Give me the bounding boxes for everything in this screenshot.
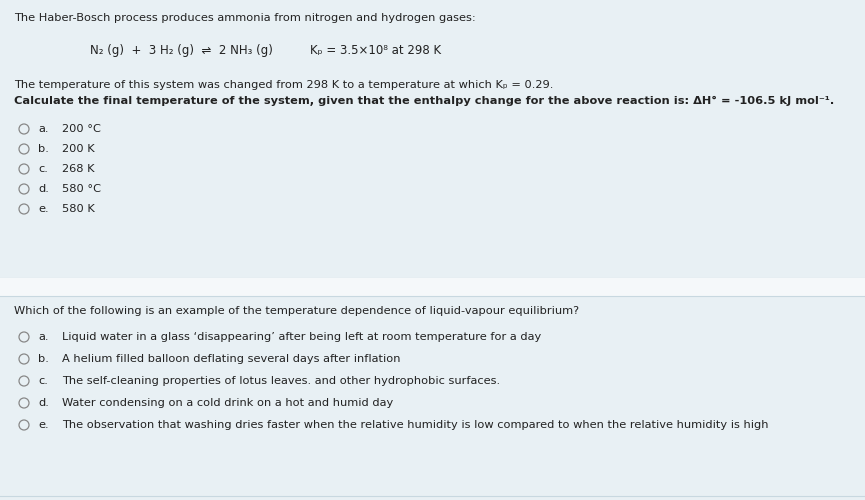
Text: b.: b.	[38, 144, 49, 154]
Text: N₂ (g)  +  3 H₂ (g)  ⇌  2 NH₃ (g): N₂ (g) + 3 H₂ (g) ⇌ 2 NH₃ (g)	[90, 44, 272, 57]
Text: A helium filled balloon deflating several days after inflation: A helium filled balloon deflating severa…	[62, 354, 400, 364]
Text: Which of the following is an example of the temperature dependence of liquid-vap: Which of the following is an example of …	[14, 306, 580, 316]
Text: The self-cleaning properties of lotus leaves. and other hydrophobic surfaces.: The self-cleaning properties of lotus le…	[62, 376, 500, 386]
Text: 268 K: 268 K	[62, 164, 94, 174]
Text: Kₚ = 3.5×10⁸ at 298 K: Kₚ = 3.5×10⁸ at 298 K	[310, 44, 441, 57]
Text: Calculate the final temperature of the system, given that the enthalpy change fo: Calculate the final temperature of the s…	[14, 96, 834, 106]
Text: d.: d.	[38, 184, 49, 194]
Text: The temperature of this system was changed from 298 K to a temperature at which : The temperature of this system was chang…	[14, 80, 554, 90]
Text: e.: e.	[38, 420, 48, 430]
Text: The Haber-Bosch process produces ammonia from nitrogen and hydrogen gases:: The Haber-Bosch process produces ammonia…	[14, 13, 476, 23]
Text: Liquid water in a glass ‘disappearing’ after being left at room temperature for : Liquid water in a glass ‘disappearing’ a…	[62, 332, 541, 342]
Text: 580 °C: 580 °C	[62, 184, 101, 194]
Text: a.: a.	[38, 124, 48, 134]
Text: The observation that washing dries faster when the relative humidity is low comp: The observation that washing dries faste…	[62, 420, 768, 430]
Text: d.: d.	[38, 398, 49, 408]
FancyBboxPatch shape	[0, 278, 865, 296]
Text: Water condensing on a cold drink on a hot and humid day: Water condensing on a cold drink on a ho…	[62, 398, 394, 408]
Text: e.: e.	[38, 204, 48, 214]
Text: c.: c.	[38, 376, 48, 386]
Text: a.: a.	[38, 332, 48, 342]
Text: 580 K: 580 K	[62, 204, 95, 214]
FancyBboxPatch shape	[0, 0, 865, 278]
Text: c.: c.	[38, 164, 48, 174]
Text: 200 K: 200 K	[62, 144, 94, 154]
Text: 200 °C: 200 °C	[62, 124, 101, 134]
Text: b.: b.	[38, 354, 49, 364]
